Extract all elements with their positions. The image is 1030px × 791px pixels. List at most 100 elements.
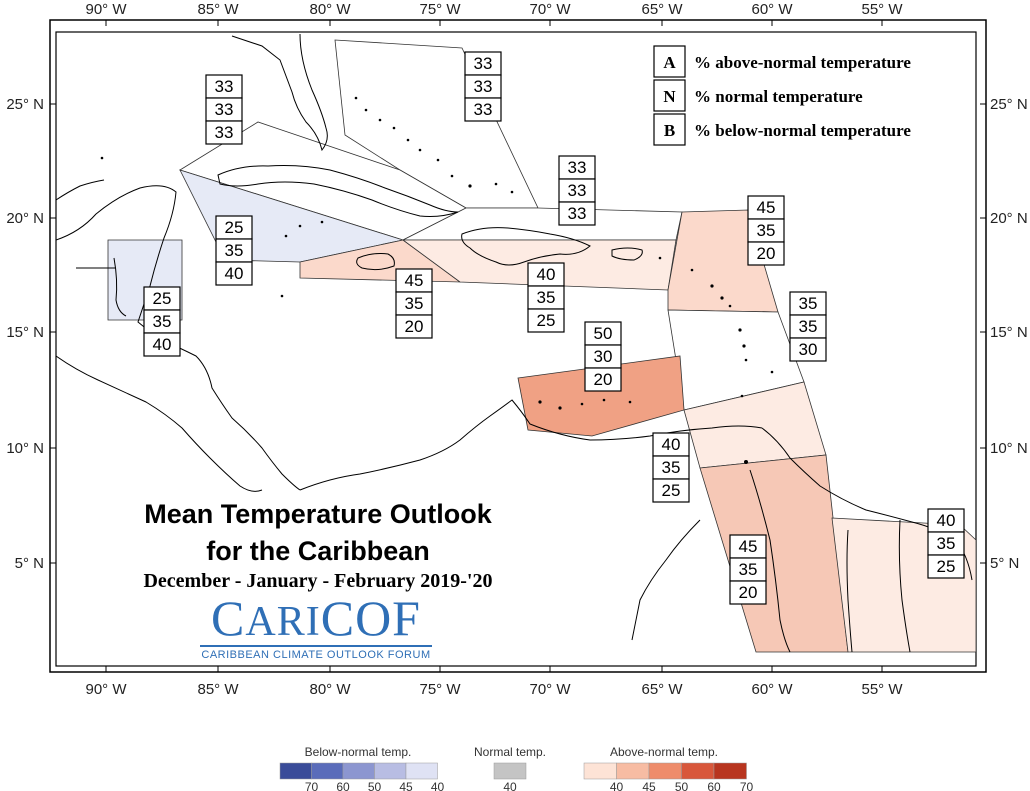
colorbar-cell [374, 762, 407, 780]
legend-key: N [663, 87, 676, 106]
prob-box-hispaniola: 40 35 25 [527, 262, 565, 333]
prob-value: 20 [757, 244, 776, 263]
lat-label-right: 5° N [990, 555, 1019, 572]
map-period: December - January - February 2019-'20 [143, 570, 493, 592]
colorbar-below: Below-normal temp. 70 60 50 45 40 [279, 745, 445, 791]
prob-value: 25 [153, 289, 172, 308]
colorbar-tick: 40 [431, 780, 445, 791]
colorbar-cell [279, 762, 312, 780]
prob-value: 35 [757, 221, 776, 240]
interior-border-3 [846, 529, 853, 653]
prob-value: 25 [937, 557, 956, 576]
colorbar-title: Below-normal temp. [305, 745, 412, 759]
prob-cell [395, 314, 433, 339]
prob-cell [789, 337, 827, 362]
probability-boxes: 33 33 33 33 33 33 25 35 40 25 35 40 45 35 20 33 33 33 40 35… [143, 51, 965, 605]
colorbar-tick: 70 [305, 780, 319, 791]
mexico-coast [56, 179, 105, 201]
prob-value: 40 [225, 264, 244, 283]
prob-cell [205, 120, 243, 145]
lon-label-bottom: 75° W [419, 681, 461, 698]
prob-value: 40 [662, 435, 681, 454]
coastlines [56, 33, 973, 653]
logo-rule [200, 645, 432, 647]
puerto-rico-coast [611, 247, 643, 261]
lon-label-top: 55° W [861, 1, 903, 18]
colorbar-cell [493, 762, 527, 780]
prob-value: 35 [405, 294, 424, 313]
colorbar-tick: 40 [503, 780, 517, 791]
lat-label-right: 20° N [990, 210, 1028, 227]
colorbar-title: Normal temp. [474, 745, 546, 759]
legend-key-box [653, 113, 686, 146]
prob-box-abc: 50 30 20 [584, 321, 622, 392]
lon-label-bottom: 65° W [641, 681, 683, 698]
axis-ticks [50, 20, 986, 672]
prob-value: 20 [594, 370, 613, 389]
prob-value: 35 [799, 294, 818, 313]
prob-value: 35 [153, 312, 172, 331]
prob-value: 33 [215, 100, 234, 119]
lon-label-bottom: 90° W [85, 681, 127, 698]
latitude-labels-left: 25° N 20° N 15° N 10° N 5° N [6, 96, 44, 572]
prob-value: 20 [405, 317, 424, 336]
hispaniola-coast [461, 227, 591, 266]
legend-text: % above-normal temperature [694, 53, 911, 72]
prob-box-jamaica: 45 35 20 [395, 268, 433, 339]
lon-label-top: 80° W [309, 1, 351, 18]
colorbar-cell [648, 762, 682, 780]
prob-value: 33 [474, 100, 493, 119]
lon-label-top: 85° W [197, 1, 239, 18]
region-abc [517, 355, 685, 437]
colorbar-cell [681, 762, 715, 780]
prob-value: 25 [225, 218, 244, 237]
lon-label-bottom: 55° W [861, 681, 903, 698]
prob-value: 50 [594, 324, 613, 343]
caricof-logo: CARICOF CARIBBEAN CLIMATE OUTLOOK FORUM [200, 593, 432, 661]
prob-box-trinidad: 40 35 25 [652, 432, 690, 503]
prob-value: 20 [739, 583, 758, 602]
prob-value: 35 [225, 241, 244, 260]
colorbar-cell [311, 762, 344, 780]
interior-border-4 [898, 519, 911, 653]
colorbar-tick: 45 [642, 780, 656, 791]
prob-value: 40 [537, 265, 556, 284]
prob-value: 30 [799, 340, 818, 359]
longitude-labels-bottom: 90° W 85° W 80° W 75° W 70° W 65° W 60° W 55° W [85, 681, 903, 698]
belize-border [113, 257, 127, 317]
prob-value: 25 [537, 311, 556, 330]
colorbar-normal: Normal temp. 40 [474, 745, 546, 791]
colorbar-tick: 45 [399, 780, 413, 791]
prob-cell [729, 580, 767, 605]
lat-label-left: 10° N [6, 440, 44, 457]
interior-border-2 [749, 469, 791, 653]
lon-label-top: 75° W [419, 1, 461, 18]
colorbar-tick: 50 [675, 780, 689, 791]
map-title-line2: for the Caribbean [206, 536, 430, 566]
legend-key: B [664, 121, 675, 140]
colorbar-cell [713, 762, 747, 780]
prob-box-bahamas: 33 33 33 [464, 51, 502, 122]
lat-label-right: 25° N [990, 96, 1028, 113]
prob-cell [215, 261, 253, 286]
colorbar-cell [342, 762, 375, 780]
prob-box-suriname: 40 35 25 [927, 508, 965, 579]
prob-box-cuba: 33 33 33 [205, 74, 243, 145]
central-america-pacific-coast [56, 355, 263, 492]
legend-key-box [653, 79, 686, 112]
prob-value: 40 [937, 511, 956, 530]
prob-value: 45 [739, 537, 758, 556]
prob-value: 30 [594, 347, 613, 366]
prob-value: 40 [153, 335, 172, 354]
prob-value: 33 [215, 77, 234, 96]
prob-value: 35 [537, 288, 556, 307]
prob-value: 45 [405, 271, 424, 290]
colorbar-tick: 40 [610, 780, 624, 791]
prob-cell [527, 308, 565, 333]
legend-text: % normal temperature [694, 87, 863, 106]
latitude-labels-right: 25° N 20° N 15° N 10° N 5° N [990, 96, 1028, 572]
legend-key-box [653, 45, 686, 78]
abn-legend: A % above-normal temperature N % normal tem… [653, 45, 911, 146]
lon-label-bottom: 60° W [751, 681, 793, 698]
